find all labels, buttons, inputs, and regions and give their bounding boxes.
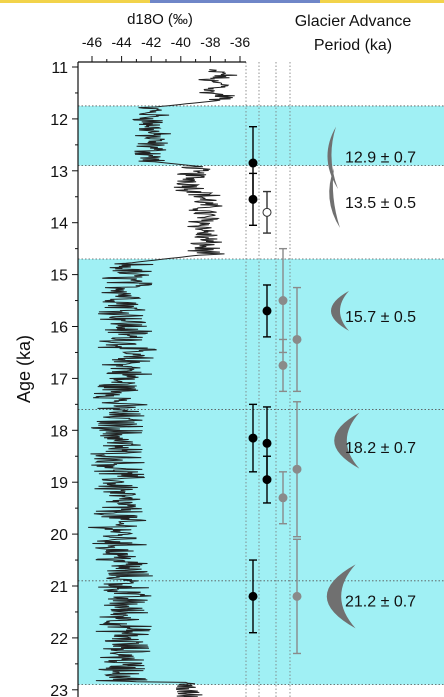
advance-period-labels: 12.9 ± 0.7 13.5 ± 0.5 15.7 ± 0.5 18.2 ± 0.7… xyxy=(345,149,416,610)
advance-period-label: 18.2 ± 0.7 xyxy=(345,440,416,457)
y-tick-label: 18 xyxy=(50,423,68,440)
x-tick-label: -42 xyxy=(141,34,161,50)
black-age-point xyxy=(248,433,258,443)
crescent-18-2 xyxy=(334,412,360,469)
x-tick-label: -38 xyxy=(200,34,220,50)
grey-age-point xyxy=(292,464,302,474)
grey-age-point xyxy=(292,334,302,344)
x-tick-label: -36 xyxy=(230,34,250,50)
advance-period-label: 13.5 ± 0.5 xyxy=(345,195,416,212)
y-tick-label: 17 xyxy=(50,371,68,388)
y-tick-label: 19 xyxy=(50,475,68,492)
grey-age-point xyxy=(278,493,288,503)
black-age-point xyxy=(248,158,258,168)
black-age-point xyxy=(262,438,272,448)
y-tick-label: 16 xyxy=(50,320,68,337)
black-age-point xyxy=(248,591,258,601)
y-tick-label: 20 xyxy=(50,527,68,544)
black-age-point xyxy=(262,475,272,485)
crescent-12-9 xyxy=(327,126,338,189)
exposure-age-points xyxy=(248,125,302,655)
grey-age-point xyxy=(292,591,302,601)
shaded-band xyxy=(78,259,444,685)
black-age-point xyxy=(248,194,258,204)
advance-period-label: 15.7 ± 0.5 xyxy=(345,309,416,326)
advance-period-label: 12.9 ± 0.7 xyxy=(345,149,416,166)
y-tick-label: 22 xyxy=(50,631,68,648)
x-tick-label: -46 xyxy=(82,34,102,50)
crescent-15-7 xyxy=(331,290,349,331)
advance-period-label: 21.2 ± 0.7 xyxy=(345,594,416,611)
d18o-axis-title: d18O (‰) xyxy=(127,11,193,28)
y-tick-label: 23 xyxy=(50,683,68,697)
y-tick-label: 11 xyxy=(51,60,68,77)
y-tick-label: 13 xyxy=(50,164,68,181)
y-axis: 11 12 13 14 15 16 17 18 19 20 21 22 23 xyxy=(50,60,79,697)
x-tick-label: -40 xyxy=(171,34,191,50)
y-tick-label: 12 xyxy=(50,112,68,129)
crescent-21-2 xyxy=(326,564,356,629)
shaded-intervals xyxy=(78,105,444,685)
dotted-guides xyxy=(78,62,444,697)
grey-age-point xyxy=(278,360,288,370)
grey-age-point xyxy=(278,296,288,306)
glacier-advance-shapes xyxy=(326,126,360,629)
open-age-point xyxy=(262,207,272,217)
glacier-title-line2: Period (ka) xyxy=(314,37,392,54)
y-axis-label: Age (ka) xyxy=(14,335,34,403)
x-tick-label: -44 xyxy=(111,34,131,50)
black-age-point xyxy=(262,306,272,316)
glacier-title-line1: Glacier Advance xyxy=(295,13,412,30)
crescent-13-5 xyxy=(329,168,340,228)
y-tick-label: 21 xyxy=(50,579,68,596)
y-tick-label: 15 xyxy=(50,268,68,285)
d18o-series-line xyxy=(88,69,238,697)
x-axis: -46 -44 -42 -40 -38 -36 xyxy=(78,34,250,63)
y-tick-label: 14 xyxy=(50,216,68,233)
